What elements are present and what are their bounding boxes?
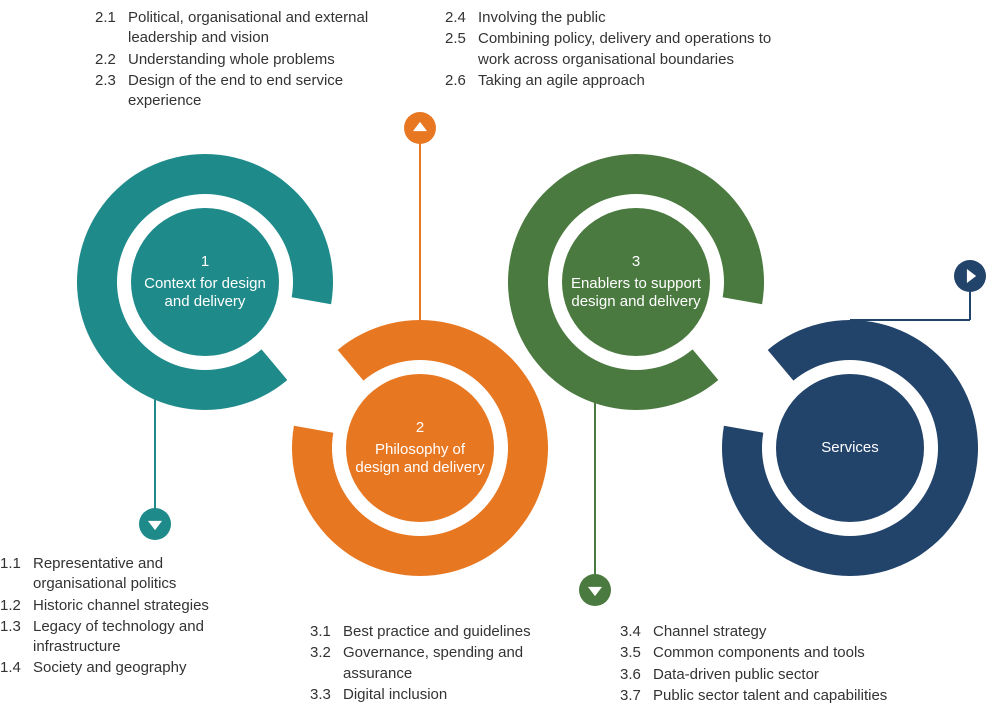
- item-num: 3.3: [310, 685, 343, 705]
- item-num: 3.1: [310, 622, 343, 642]
- item-num: 3.5: [620, 643, 653, 663]
- item-num: 1.2: [0, 596, 33, 616]
- circle-1-label: Context for design and delivery: [131, 275, 279, 311]
- item-num: 3.6: [620, 665, 653, 685]
- arrow-orange-up-icon: [404, 112, 436, 144]
- item-num: 3.7: [620, 686, 653, 706]
- item-label: Best practice and guidelines: [343, 622, 531, 642]
- item-label: Design of the end to end service experie…: [128, 71, 415, 112]
- circle-4: Services: [776, 374, 924, 522]
- item-num: 2.1: [95, 8, 128, 49]
- item-num: 2.2: [95, 50, 128, 70]
- bottom-list-1-item: 1.2Historic channel strategies: [0, 596, 260, 616]
- connector-teal-down: [154, 398, 156, 510]
- item-num: 2.4: [445, 8, 478, 28]
- item-label: Understanding whole problems: [128, 50, 335, 70]
- arrow-navy-right-icon: [954, 260, 986, 292]
- circle-1-num: 1: [201, 253, 209, 271]
- bottom-list-3-right-item: 3.6Data-driven public sector: [620, 665, 940, 685]
- item-num: 2.6: [445, 71, 478, 91]
- top-list-right-item: 2.6Taking an agile approach: [445, 71, 805, 91]
- bottom-list-3-right-item: 3.4Channel strategy: [620, 622, 940, 642]
- bottom-list-3-left-item: 3.2Governance, spending and assurance: [310, 643, 590, 684]
- circle-2: 2 Philosophy of design and delivery: [346, 374, 494, 522]
- bottom-list-3-right-item: 3.7Public sector talent and capabilities: [620, 686, 940, 706]
- top-list-left-item: 2.3Design of the end to end service expe…: [95, 71, 415, 112]
- bottom-list-1-item: 1.4Society and geography: [0, 658, 260, 678]
- item-label: Representative and organisational politi…: [33, 554, 260, 595]
- connector-navy-right-seg0: [850, 319, 970, 321]
- connector-orange-up: [419, 142, 421, 320]
- item-label: Historic channel strategies: [33, 596, 209, 616]
- circle-3: 3 Enablers to support design and delivery: [562, 208, 710, 356]
- item-label: Common components and tools: [653, 643, 865, 663]
- top-list-left-item: 2.2Understanding whole problems: [95, 50, 415, 70]
- item-label: Taking an agile approach: [478, 71, 645, 91]
- circle-3-num: 3: [632, 253, 640, 271]
- item-num: 1.3: [0, 617, 33, 658]
- item-label: Public sector talent and capabilities: [653, 686, 887, 706]
- top-list-left-item: 2.1Political, organisational and externa…: [95, 8, 415, 49]
- bottom-list-3-left-item: 3.1Best practice and guidelines: [310, 622, 590, 642]
- item-num: 2.3: [95, 71, 128, 112]
- item-label: Data-driven public sector: [653, 665, 819, 685]
- top-list-right-item: 2.5Combining policy, delivery and operat…: [445, 29, 805, 70]
- top-list-left: 2.1Political, organisational and externa…: [95, 8, 415, 112]
- item-label: Society and geography: [33, 658, 186, 678]
- connector-navy-right-seg1: [969, 290, 971, 320]
- circle-2-label: Philosophy of design and delivery: [346, 441, 494, 477]
- item-label: Political, organisational and external l…: [128, 8, 415, 49]
- bottom-list-3-right: 3.4Channel strategy3.5Common components …: [620, 622, 940, 707]
- item-num: 2.5: [445, 29, 478, 70]
- arrow-teal-down-icon: [139, 508, 171, 540]
- item-label: Involving the public: [478, 8, 606, 28]
- circle-1: 1 Context for design and delivery: [131, 208, 279, 356]
- bottom-list-3-left-item: 3.3Digital inclusion: [310, 685, 590, 705]
- bottom-list-3-left: 3.1Best practice and guidelines3.2Govern…: [310, 622, 590, 706]
- item-label: Channel strategy: [653, 622, 766, 642]
- bottom-list-3-right-item: 3.5Common components and tools: [620, 643, 940, 663]
- top-list-right-item: 2.4Involving the public: [445, 8, 805, 28]
- circle-4-label: Services: [813, 439, 887, 457]
- circle-2-num: 2: [416, 419, 424, 437]
- item-num: 3.2: [310, 643, 343, 684]
- item-label: Digital inclusion: [343, 685, 447, 705]
- item-num: 1.1: [0, 554, 33, 595]
- item-label: Governance, spending and assurance: [343, 643, 590, 684]
- item-num: 1.4: [0, 658, 33, 678]
- bottom-list-1-item: 1.1Representative and organisational pol…: [0, 554, 260, 595]
- arrow-green-down-icon: [579, 574, 611, 606]
- item-num: 3.4: [620, 622, 653, 642]
- bottom-list-1-item: 1.3Legacy of technology and infrastructu…: [0, 617, 260, 658]
- item-label: Combining policy, delivery and operation…: [478, 29, 805, 70]
- top-list-right: 2.4Involving the public2.5Combining poli…: [445, 8, 805, 92]
- item-label: Legacy of technology and infrastructure: [33, 617, 260, 658]
- bottom-list-1: 1.1Representative and organisational pol…: [0, 554, 260, 680]
- connector-green-down: [594, 400, 596, 576]
- circle-3-label: Enablers to support design and delivery: [562, 275, 710, 311]
